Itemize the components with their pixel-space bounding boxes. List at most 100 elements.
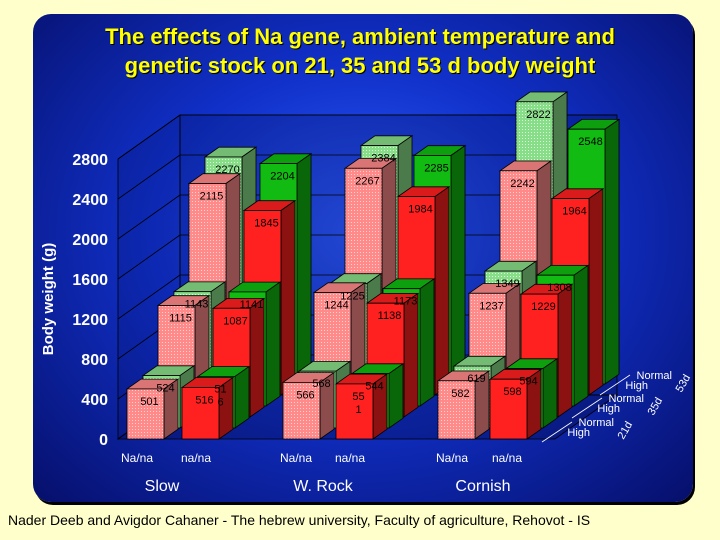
gridline-side — [117, 154, 181, 200]
bar-side — [588, 188, 604, 396]
bar-side — [249, 297, 265, 418]
depth-leader-1 — [571, 397, 603, 419]
depth-high-label-2: High — [567, 427, 590, 439]
value-label-53d-high-0: 2115 — [200, 191, 224, 203]
value-label-21d-normal-2: 568 — [312, 378, 330, 390]
footer-credit: Nader Deeb and Avigdor Cahaner - The heb… — [8, 512, 591, 528]
value-label-35d-high-0: 1115 — [169, 313, 192, 325]
subgroup-label-0-1: na/na — [181, 451, 211, 465]
value-label-35d-high-1: 1087 — [223, 315, 247, 327]
value-label-53d-normal-3: 2285 — [424, 163, 448, 175]
gridline-side — [117, 114, 181, 160]
depth-age-label-1: 35d — [646, 396, 666, 418]
value-label-35d-normal-1: 1141 — [240, 299, 264, 311]
bar-side — [265, 281, 281, 407]
depth-normal-label-0: Normal — [637, 370, 672, 382]
subgroup-label-2-1: na/na — [492, 451, 522, 465]
bar-front — [335, 383, 374, 440]
bar-side — [403, 292, 419, 418]
value-label-53d-normal-2: 2384 — [371, 153, 395, 165]
value-label-53d-high-2: 2267 — [355, 175, 379, 187]
value-label-21d-high-0: 501 — [140, 396, 158, 408]
bar-side — [542, 358, 558, 429]
title-line-1: The effects of Na gene, ambient temperat… — [105, 24, 615, 49]
value-label-53d-normal-4: 2822 — [526, 109, 550, 121]
subgroup-label-1-1: na/na — [335, 451, 365, 465]
gridline-side — [117, 194, 181, 240]
depth-high-label-1: High — [597, 403, 620, 415]
depth-leader-2 — [541, 421, 573, 443]
value-label-21d-normal-4: 619 — [467, 373, 485, 385]
y-axis-label: Body weight (g) — [40, 243, 57, 356]
gridline-side — [117, 234, 181, 280]
bar-side — [388, 363, 404, 429]
value-label-53d-high-1: 1845 — [254, 218, 278, 230]
y-tick-label-3: 1200 — [72, 312, 108, 329]
depth-high-label-0: High — [625, 380, 648, 392]
y-tick-label-2: 800 — [81, 352, 108, 369]
value-label-53d-normal-1: 2204 — [270, 171, 294, 183]
subgroup-label-0-0: Na/na — [121, 451, 153, 465]
bar-front — [126, 388, 165, 440]
depth-age-label-2: 21d — [616, 420, 636, 442]
depth-age-label-0: 53d — [674, 373, 694, 395]
title-line-2: genetic stock on 21, 35 and 53 d body we… — [124, 53, 596, 78]
value-label-53d-high-3: 1984 — [408, 204, 432, 216]
y-tick-label-7: 2800 — [72, 152, 108, 169]
group-label-1: W. Rock — [293, 478, 354, 495]
depth-normal-label-2: Normal — [579, 417, 614, 429]
value-label-53d-normal-5: 2548 — [578, 136, 602, 148]
value-label-21d-normal-5: 594 — [519, 376, 537, 388]
y-tick-label-1: 400 — [81, 392, 108, 409]
value-label-35d-high-2: 1244 — [324, 300, 348, 312]
bar-side — [296, 153, 312, 385]
value-label-35d-high-5: 1229 — [531, 301, 555, 313]
bar-21d-high-0 — [125, 378, 180, 440]
value-label-21d-high-4: 582 — [451, 388, 469, 400]
bar-front — [437, 380, 476, 440]
subgroup-label-2-0: Na/na — [436, 451, 468, 465]
value-label-35d-normal-0: 1143 — [185, 299, 209, 311]
value-label-53d-high-5: 1964 — [562, 206, 586, 218]
depth-normal-label-1: Normal — [609, 393, 644, 405]
bar-side — [280, 199, 296, 396]
bar-21d-high-2 — [281, 371, 336, 440]
bar-side — [419, 278, 435, 407]
group-label-2: Cornish — [455, 478, 510, 495]
value-label-53d-normal-0: 2270 — [215, 164, 239, 176]
y-tick-label-0: 0 — [99, 432, 108, 449]
bars-layer — [125, 91, 621, 440]
gridline-side — [117, 274, 181, 320]
chart-title: The effects of Na gene, ambient temperat… — [40, 22, 680, 80]
bar-front — [282, 381, 321, 440]
bar-front — [181, 386, 220, 440]
bar-side — [557, 283, 573, 418]
bar-21d-high-3 — [334, 373, 389, 440]
value-label-35d-normal-3: 1173 — [394, 296, 418, 308]
bar-front — [489, 378, 528, 440]
y-tick-label-5: 2000 — [72, 232, 108, 249]
bar-side — [573, 264, 589, 407]
bar-side — [434, 186, 450, 396]
group-label-0: Slow — [145, 478, 180, 495]
value-label-35d-normal-4: 1349 — [495, 278, 519, 290]
bar-21d-high-1 — [180, 376, 235, 440]
bar-21d-high-5 — [488, 368, 543, 440]
value-label-21d-normal-0: 524 — [156, 383, 174, 395]
value-label-35d-normal-2: 1225 — [340, 291, 364, 303]
value-label-35d-high-4: 1237 — [479, 300, 503, 312]
value-label-35d-high-3: 1138 — [378, 310, 402, 322]
value-label-21d-high-2: 566 — [296, 389, 314, 401]
bar-side — [450, 144, 466, 385]
value-label-21d-normal-1: 51 6 — [214, 383, 226, 408]
y-tick-label-4: 1600 — [72, 272, 108, 289]
value-label-35d-normal-5: 1308 — [547, 282, 571, 294]
subgroup-label-1-0: Na/na — [280, 451, 312, 465]
depth-leader-0 — [599, 374, 631, 396]
value-label-21d-high-5: 598 — [503, 386, 521, 398]
value-label-53d-high-4: 2242 — [510, 178, 534, 190]
bar-21d-high-4 — [436, 370, 491, 440]
value-label-21d-high-1: 516 — [195, 394, 213, 406]
y-tick-label-6: 2400 — [72, 192, 108, 209]
